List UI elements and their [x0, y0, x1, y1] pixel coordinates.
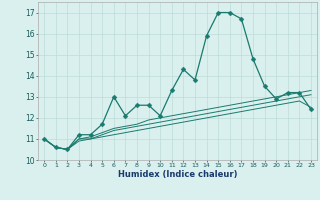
X-axis label: Humidex (Indice chaleur): Humidex (Indice chaleur): [118, 170, 237, 179]
